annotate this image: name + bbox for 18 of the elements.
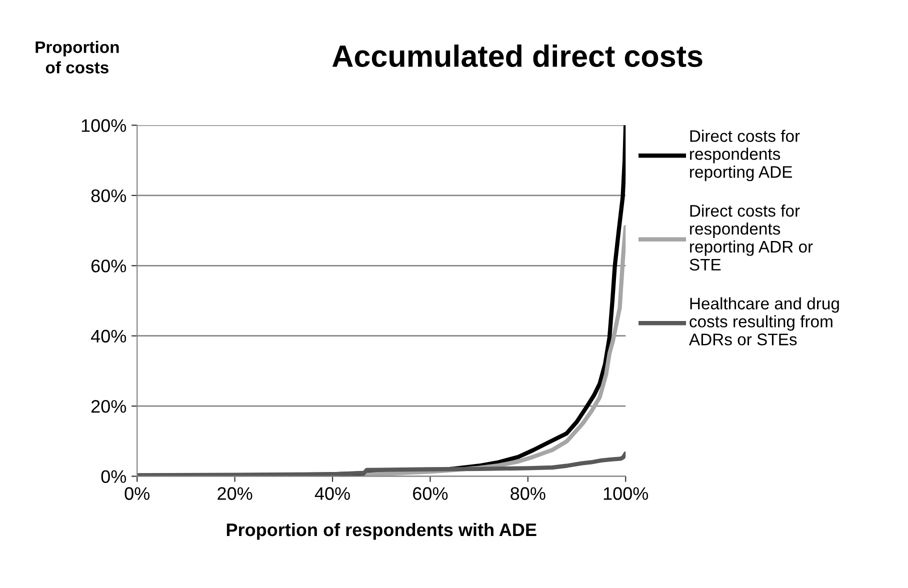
- chart-title: Accumulated direct costs: [332, 44, 702, 67]
- y-tick-label: 0%: [101, 470, 126, 483]
- legend-label: Healthcare and drug costs resulting from ADRs or STEs: [688, 297, 839, 346]
- x-tick-label: 20%: [218, 487, 252, 500]
- x-tick-label: 0%: [124, 487, 150, 500]
- y-tick-label: 40%: [90, 330, 126, 343]
- legend-label: Direct costs for respondents reporting ADE: [690, 130, 800, 182]
- y-tick-label: 60%: [91, 260, 126, 272]
- x-tick-label: 60%: [413, 487, 448, 500]
- y-tick-label: 80%: [91, 189, 126, 202]
- y-tick-label: 20%: [91, 400, 126, 413]
- legend-label: Direct costs for respondents reporting ADR or STE: [690, 204, 813, 271]
- y-axis-title: Proportion of costs: [36, 40, 119, 74]
- x-tick-label: 40%: [314, 487, 350, 500]
- x-axis-title: Proportion of respondents with ADE: [226, 522, 536, 540]
- x-tick-label: 80%: [510, 487, 546, 500]
- x-tick-label: 100%: [604, 487, 648, 500]
- y-tick-label: 100%: [82, 119, 126, 132]
